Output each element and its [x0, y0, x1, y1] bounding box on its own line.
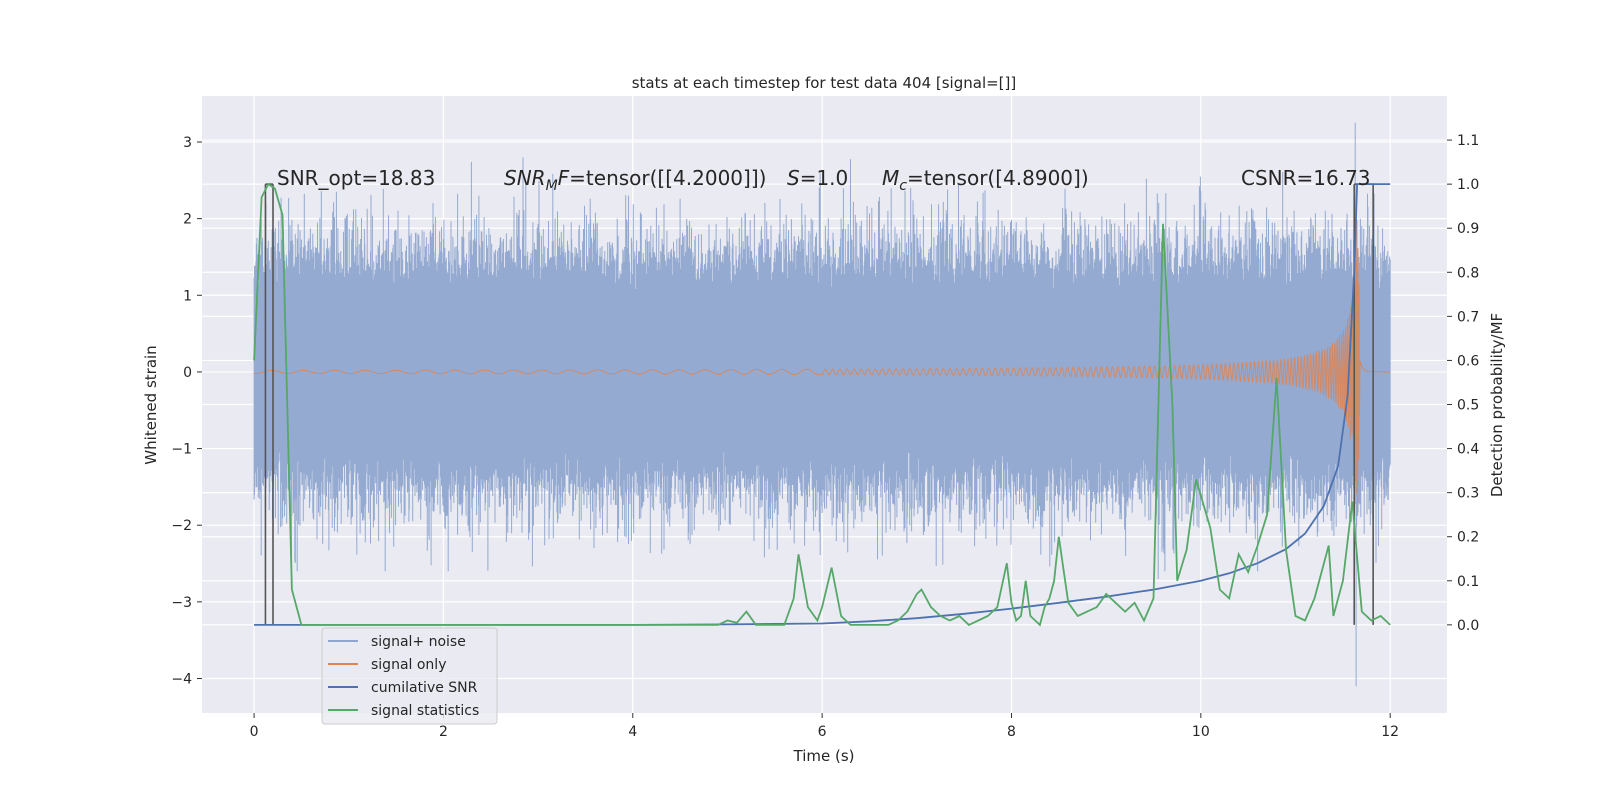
signal-statistics-line — [253, 182, 1391, 627]
y-right-tick-label: 0.4 — [1457, 442, 1479, 458]
y-right-tick-label: 0.0 — [1457, 618, 1479, 634]
legend-box — [321, 627, 498, 725]
y-axis-label: Whitened strain — [142, 345, 160, 464]
y-right-tick-label: 0.2 — [1457, 530, 1479, 546]
s-annotation: S=1.0 — [787, 166, 848, 190]
signal-noise-series — [253, 122, 1391, 687]
y-right-tick-label: 0.9 — [1457, 221, 1479, 237]
y-right-tick-label: 0.1 — [1457, 574, 1479, 590]
signal-statistics-series — [253, 182, 1391, 627]
signal-only-series — [253, 219, 1391, 516]
x-axis-label: Time (s) — [793, 747, 855, 765]
y-right-tick-label: 0.7 — [1457, 309, 1479, 325]
x-tick-label: 6 — [818, 724, 827, 740]
s-value: =1.0 — [800, 166, 849, 190]
plot-area — [253, 122, 1391, 687]
x-axis-ticks: 0 2 4 6 8 10 12 — [250, 713, 1399, 740]
y-right-tick-label: 0.3 — [1457, 486, 1479, 502]
y-axis-right-label: Detection probability/MF — [1488, 313, 1506, 497]
y-right-tick-label: 0.5 — [1457, 398, 1479, 414]
s-label: S — [787, 166, 800, 190]
x-tick-label: 12 — [1381, 724, 1399, 740]
snr-mf-label: SNR — [504, 166, 546, 190]
mc-sub: c — [899, 178, 907, 194]
y-tick-label: −2 — [171, 518, 192, 534]
y-right-tick-label: 1.1 — [1457, 133, 1479, 149]
x-tick-label: 4 — [628, 724, 637, 740]
y-tick-label: 2 — [183, 212, 192, 228]
mc-label: M — [882, 166, 899, 190]
legend-label-signal-noise: signal+ noise — [371, 634, 466, 650]
y-tick-label: −3 — [171, 595, 192, 611]
snr-opt-annotation: SNR_opt=18.83 — [277, 166, 435, 190]
snr-mf-value: =tensor([[4.2000]]) — [569, 166, 766, 190]
y-tick-label: −4 — [171, 672, 192, 688]
y-right-tick-label: 0.6 — [1457, 353, 1479, 369]
y-tick-label: −1 — [171, 442, 192, 458]
x-tick-label: 2 — [439, 724, 448, 740]
y-axis-right-ticks: 0.0 0.1 0.2 0.3 0.4 0.5 0.6 0.7 0.8 0.9 1.0 1.1 — [1447, 133, 1479, 634]
y-tick-label: 3 — [183, 135, 192, 151]
legend-label-signal-statistics: signal statistics — [371, 703, 479, 719]
legend-label-signal-only: signal only — [371, 657, 446, 673]
y-tick-label: 0 — [183, 365, 192, 381]
csnr-annotation: CSNR=16.73 — [1241, 166, 1371, 190]
legend: signal+ noise signal only cumilative SNR… — [321, 627, 498, 725]
signal-only-line — [253, 219, 1391, 516]
y-right-tick-label: 1.0 — [1457, 177, 1479, 193]
y-right-tick-label: 0.8 — [1457, 265, 1479, 281]
x-tick-label: 10 — [1192, 724, 1210, 740]
chart-title: stats at each timestep for test data 404… — [632, 74, 1017, 92]
snr-mf-annotation: SNRMF=tensor([[4.2000]]) — [504, 166, 766, 194]
x-tick-label: 8 — [1007, 724, 1016, 740]
legend-label-cumulative-snr: cumilative SNR — [371, 680, 478, 696]
y-axis-ticks: −4 −3 −2 −1 0 1 2 3 — [171, 135, 202, 688]
x-tick-label: 0 — [250, 724, 259, 740]
mc-annotation: Mc=tensor([4.8900]) — [882, 166, 1089, 194]
snr-mf-f: F — [558, 166, 570, 190]
snr-mf-sub: M — [546, 178, 558, 194]
mc-value: =tensor([4.8900]) — [907, 166, 1089, 190]
signal-noise-line — [253, 122, 1391, 687]
y-tick-label: 1 — [183, 288, 192, 304]
